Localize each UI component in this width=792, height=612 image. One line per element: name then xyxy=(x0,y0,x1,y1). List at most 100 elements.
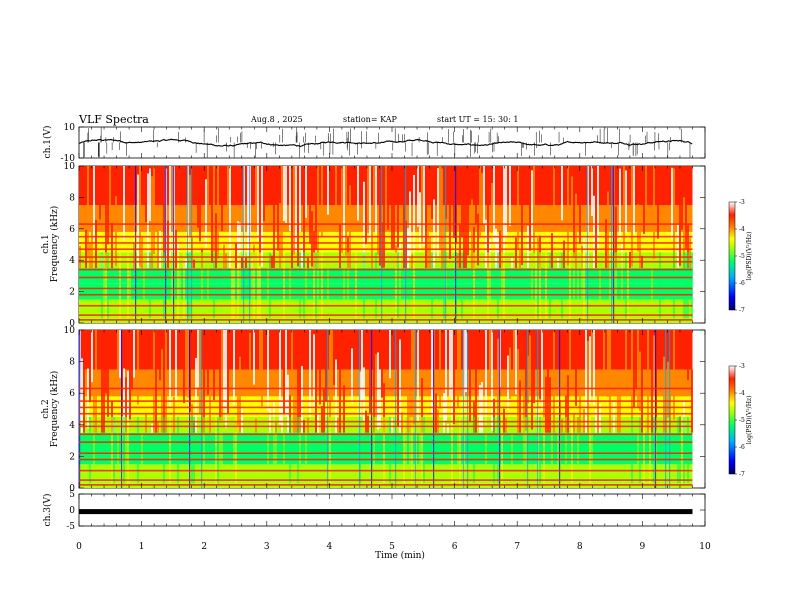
colorbar-tick-label: -4 xyxy=(739,390,745,397)
spectrogram-streak xyxy=(219,416,221,484)
spectrogram-streak xyxy=(499,330,501,488)
spectrogram-streak xyxy=(133,330,135,378)
spectrogram-streak xyxy=(603,330,605,378)
ch2-spectrogram-ylabel-frequency: Frequency (kHz) xyxy=(49,371,60,448)
spectrogram-line xyxy=(79,387,693,390)
spectrogram-streak xyxy=(571,416,573,484)
ch2-colorbar: -3 -4 -5 -6 -7 log(PSD)(V²/Hz) xyxy=(728,363,753,478)
spectrogram-streak xyxy=(399,339,401,433)
spectrogram-line xyxy=(79,425,693,428)
spectrogram-streak xyxy=(305,166,307,218)
spectrogram-streak xyxy=(563,240,565,269)
spectrogram-streak xyxy=(301,242,303,269)
spectrogram-streak xyxy=(485,219,487,269)
spectrogram-streak xyxy=(501,252,503,319)
spectrogram-streak xyxy=(615,252,617,319)
spectrogram-streak xyxy=(333,330,335,385)
spectrogram-streak xyxy=(457,330,459,407)
spectrogram-streak xyxy=(313,252,315,319)
spectrogram-streak xyxy=(535,252,537,319)
spectrogram-streak xyxy=(531,338,533,430)
start-time-label: start UT = 15: 30: 1 xyxy=(437,115,519,124)
spectrogram-line xyxy=(79,458,693,461)
spectrogram-streak xyxy=(631,416,633,484)
spectrogram-streak xyxy=(329,330,331,424)
spectrogram-streak xyxy=(111,416,113,484)
spectrogram-streak xyxy=(485,330,487,426)
spectrogram-streak xyxy=(653,416,655,484)
spectrogram-streak xyxy=(421,378,423,433)
spectrogram-streak xyxy=(335,359,337,433)
spectrogram-streak xyxy=(343,252,345,319)
spectrogram-streak xyxy=(525,416,527,484)
spectrogram-streak xyxy=(249,166,251,323)
spectrogram-streak xyxy=(573,413,575,433)
spectrogram-streak xyxy=(513,330,515,393)
x-tick-label: 8 xyxy=(577,542,583,552)
spectrogram-streak xyxy=(177,416,179,484)
colorbar-tick-label: -3 xyxy=(739,363,745,370)
spectrogram-streak xyxy=(505,417,507,433)
spectrogram-streak xyxy=(643,416,645,484)
spectrogram-streak xyxy=(383,416,385,484)
spectrogram-streak xyxy=(511,257,513,269)
spectrogram-streak xyxy=(125,377,127,433)
spectrogram-streak xyxy=(305,416,307,484)
spectrogram-streak xyxy=(227,330,229,414)
spectrogram-streak xyxy=(237,221,239,269)
ch1-spectrogram-heatmap xyxy=(79,166,693,323)
spectrogram-streak xyxy=(163,252,165,319)
spectrogram-streak xyxy=(629,251,631,269)
spectrogram-streak xyxy=(347,252,349,319)
spectrogram-streak xyxy=(595,197,597,269)
spectrogram-streak xyxy=(345,166,347,256)
spectrogram-streak xyxy=(351,348,353,404)
colorbar-tick-label: -7 xyxy=(739,471,745,478)
spectrogram-streak xyxy=(487,166,489,269)
colorbar-label: log(PSD)(V²/Hz) xyxy=(746,396,753,445)
spectrogram-streak xyxy=(149,252,151,319)
spectrogram-streak xyxy=(385,166,387,220)
spectrogram-streak xyxy=(253,330,255,385)
spectrogram-streak xyxy=(283,252,285,319)
spectrogram-streak xyxy=(379,369,381,429)
spectrogram-streak xyxy=(519,249,521,269)
spectrogram-streak xyxy=(119,252,121,319)
spectrogram-streak xyxy=(339,330,341,433)
spectrogram-streak xyxy=(307,417,309,433)
spectrogram-streak xyxy=(221,330,223,421)
spectrogram-streak xyxy=(279,330,281,425)
spectrogram-streak xyxy=(497,416,499,484)
spectrogram-streak xyxy=(185,330,187,383)
spectrogram-streak xyxy=(79,330,81,488)
spectrogram-streak xyxy=(599,252,601,319)
spectrogram-streak xyxy=(95,219,97,269)
spectrogram-streak xyxy=(269,252,271,319)
spectrogram-streak xyxy=(249,332,251,394)
spectrogram-streak xyxy=(107,252,109,319)
spectrogram-streak xyxy=(399,252,401,319)
spectrogram-streak xyxy=(625,170,627,233)
spectrogram-streak xyxy=(447,423,449,433)
spectrogram-streak xyxy=(307,257,309,269)
spectrogram-streak xyxy=(319,337,321,405)
spectrogram-streak xyxy=(273,166,275,269)
spectrogram-streak xyxy=(189,252,191,319)
spectrogram-streak xyxy=(169,166,171,259)
spectrogram-streak xyxy=(239,356,241,433)
spectrogram-streak xyxy=(469,330,471,422)
spectrogram-streak xyxy=(651,367,653,433)
spectrogram-streak xyxy=(405,166,407,323)
spectrogram-streak xyxy=(267,330,269,411)
spectrogram-streak xyxy=(91,208,93,268)
spectrogram-streak xyxy=(203,416,205,484)
station-label: station= KAP xyxy=(343,115,397,124)
spectrogram-streak xyxy=(619,168,621,240)
spectrogram-streak xyxy=(559,330,561,488)
spectrogram-streak xyxy=(473,416,475,484)
spectrogram-streak xyxy=(407,228,409,269)
spectrogram-streak xyxy=(515,237,517,269)
y-tick-label: 0 xyxy=(69,484,75,494)
spectrogram-streak xyxy=(461,180,463,237)
spectrogram-streak xyxy=(255,166,257,222)
